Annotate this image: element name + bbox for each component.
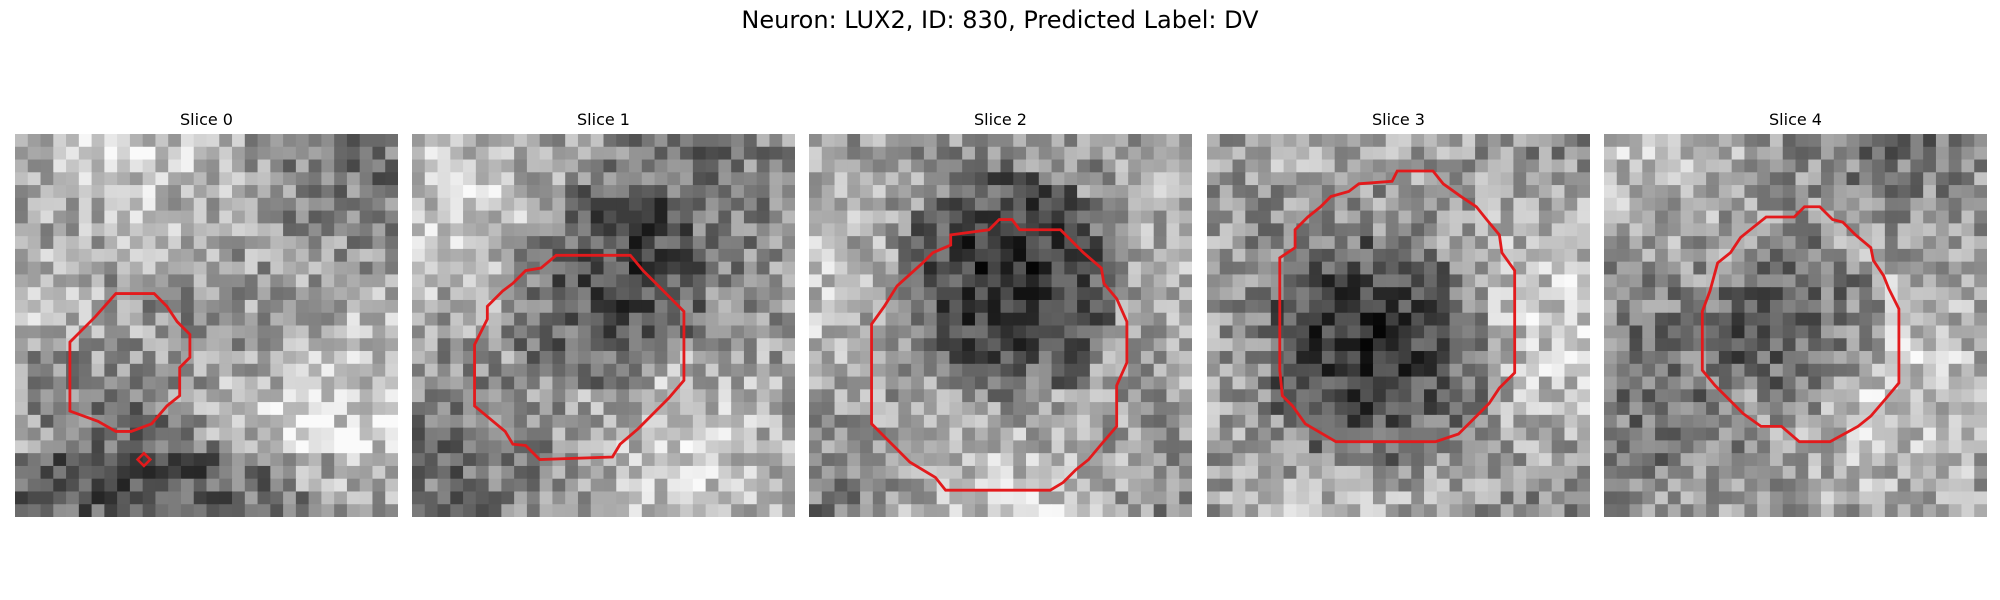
slice-title: Slice 4 — [1769, 110, 1822, 129]
slice-title: Slice 0 — [180, 110, 233, 129]
slice-image — [1207, 134, 1590, 517]
slice-title: Slice 1 — [577, 110, 630, 129]
roi-marker — [135, 451, 153, 468]
slice-panel-2: Slice 2 — [809, 108, 1192, 517]
slice-panel-1: Slice 1 — [412, 108, 795, 517]
slice-image — [1604, 134, 1987, 517]
roi-contour — [1700, 205, 1901, 444]
slice-image — [15, 134, 398, 517]
slice-image — [809, 134, 1192, 517]
slice-panel-0: Slice 0 — [15, 108, 398, 517]
slice-panel-3: Slice 3 — [1207, 108, 1590, 517]
figure-title: Neuron: LUX2, ID: 830, Predicted Label: … — [741, 6, 1259, 34]
slice-image — [412, 134, 795, 517]
roi-contour — [68, 292, 192, 433]
roi-contour — [870, 218, 1129, 492]
slice-title: Slice 2 — [974, 110, 1027, 129]
roi-contour — [473, 253, 686, 461]
slice-title: Slice 3 — [1372, 110, 1425, 129]
slice-panel-4: Slice 4 — [1604, 108, 1987, 517]
roi-contour — [1278, 169, 1517, 444]
